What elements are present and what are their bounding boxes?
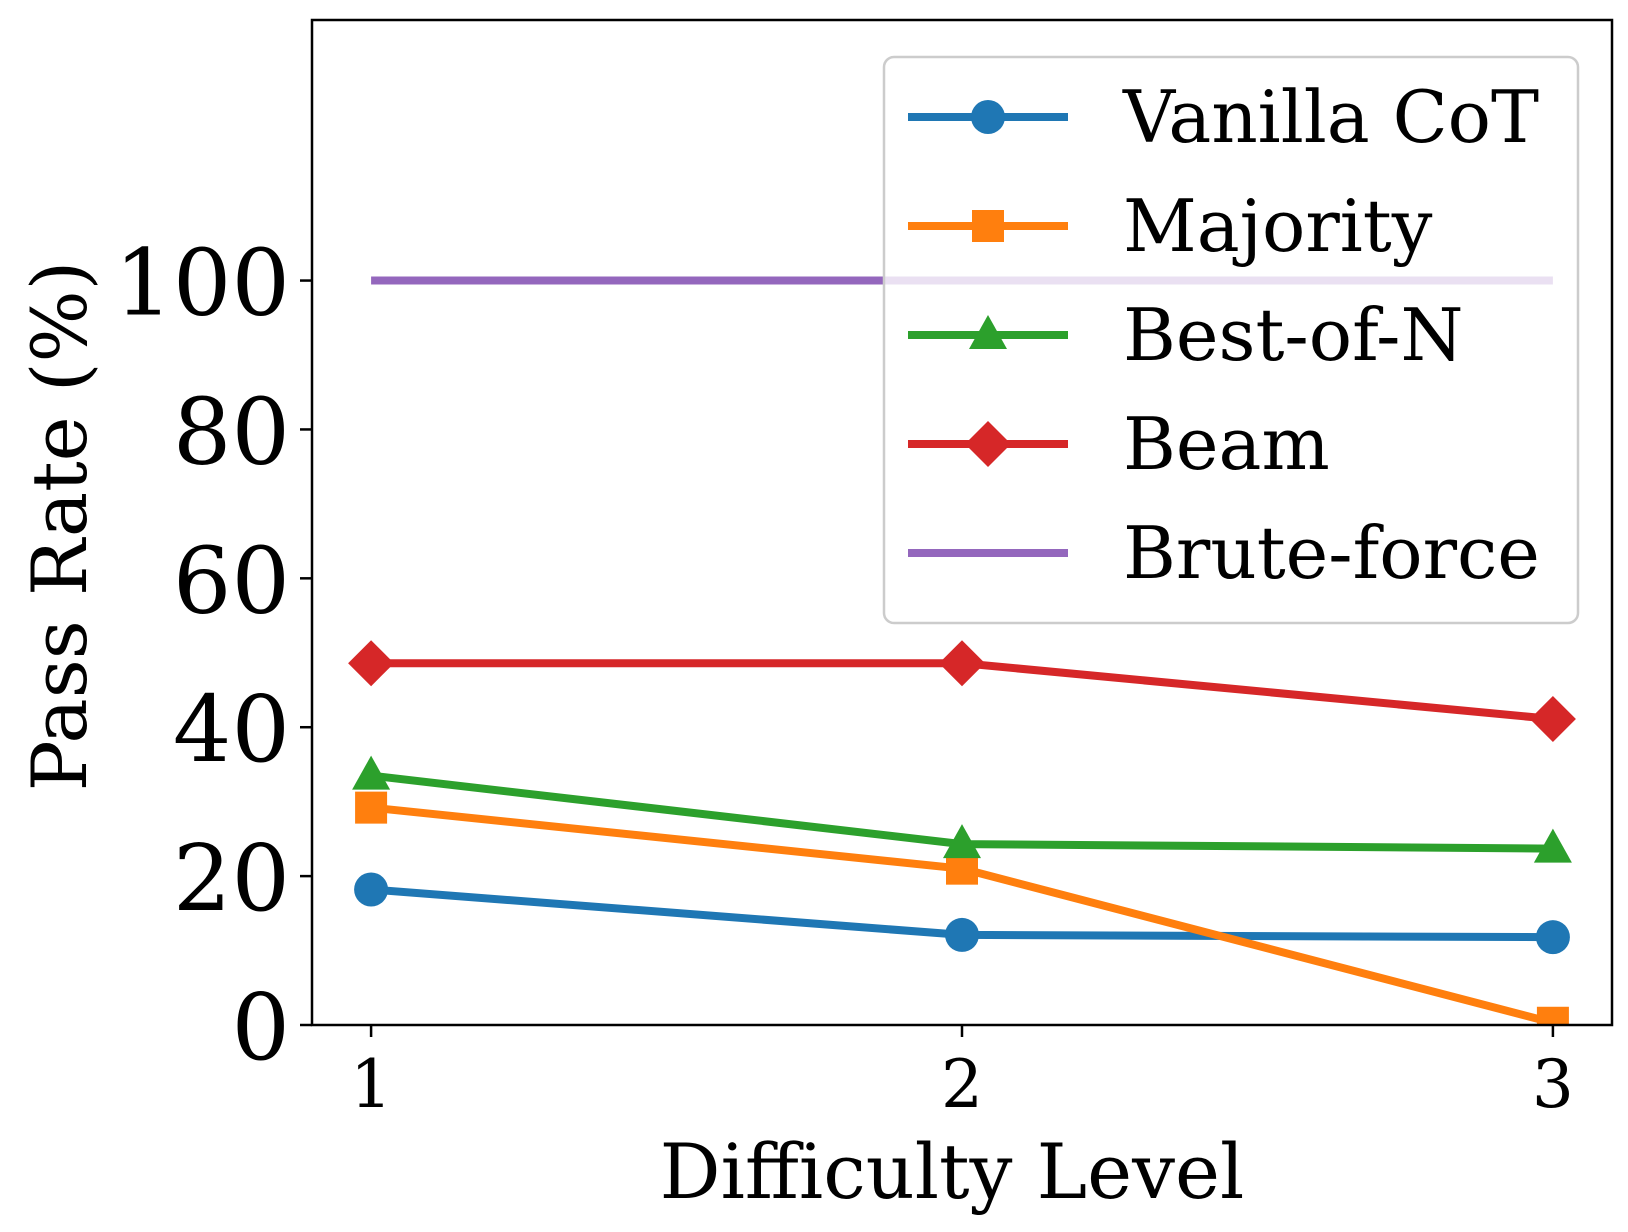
- legend-label: Best-of-N: [1123, 293, 1464, 377]
- legend-label: Vanilla CoT: [1122, 75, 1539, 159]
- legend-item-beam: Beam: [908, 402, 1330, 486]
- legend-marker: [969, 315, 1007, 349]
- legend-item-vanilla-cot: Vanilla CoT: [908, 75, 1539, 159]
- y-axis: 0 20 40 60 80 100: [114, 230, 312, 1081]
- data-point-vanilla-cot-1: [354, 872, 389, 907]
- data-point-majority-3: [1536, 1006, 1569, 1025]
- plot-area: [348, 276, 1576, 1025]
- legend: Vanilla CoT Majority Best-of-N Beam Brute-fo…: [882, 55, 1580, 625]
- legend-marker: [972, 210, 1004, 242]
- data-point-majority-1: [355, 791, 388, 824]
- data-point-best-of-n-2: [943, 824, 981, 859]
- legend-item-brute-force: Brute-force: [908, 511, 1540, 595]
- legend-label: Brute-force: [1123, 511, 1540, 595]
- y-axis-label: Pass Rate (%): [15, 261, 104, 792]
- x-tick-label: 1: [350, 1046, 392, 1123]
- series-vanilla-cot: [354, 872, 1570, 955]
- y-tick-label: 40: [173, 676, 290, 783]
- legend-label: Beam: [1123, 402, 1330, 486]
- y-tick-label: 20: [173, 825, 290, 932]
- y-tick-label: 0: [231, 974, 290, 1081]
- data-point-beam-1: [348, 640, 395, 687]
- data-point-beam-2: [939, 640, 985, 687]
- legend-label: Majority: [1123, 184, 1433, 268]
- legend-item-majority: Majority: [908, 184, 1433, 268]
- legend-box: [882, 55, 1580, 625]
- y-tick-label: 100: [114, 230, 290, 337]
- data-point-vanilla-cot-3: [1535, 920, 1570, 955]
- series-beam: [348, 640, 1576, 743]
- data-point-beam-3: [1529, 696, 1576, 743]
- series-best-of-n: [352, 755, 1572, 863]
- x-axis: 1 2 3: [350, 1025, 1574, 1123]
- x-axis-label: Difficulty Level: [660, 1127, 1245, 1216]
- y-tick-label: 80: [173, 378, 290, 485]
- legend-item-best-of-n: Best-of-N: [908, 293, 1464, 377]
- y-tick-label: 60: [173, 527, 290, 634]
- data-point-best-of-n-3: [1533, 828, 1572, 863]
- data-point-best-of-n-1: [352, 755, 391, 790]
- x-tick-label: 3: [1532, 1046, 1574, 1123]
- data-point-vanilla-cot-2: [945, 917, 979, 952]
- legend-marker: [965, 421, 1011, 467]
- legend-marker: [971, 100, 1005, 134]
- x-tick-label: 2: [941, 1046, 983, 1123]
